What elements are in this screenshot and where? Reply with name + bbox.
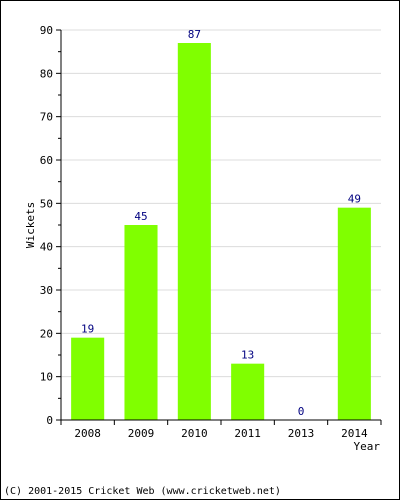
y-tick-label-30: 30 bbox=[40, 284, 53, 297]
x-tick-label-2013: 2013 bbox=[288, 427, 315, 440]
copyright-footer: (C) 2001-2015 Cricket Web (www.cricketwe… bbox=[4, 486, 281, 497]
data-labels: 19 45 87 13 0 49 bbox=[81, 28, 361, 418]
y-tick-label-40: 40 bbox=[40, 241, 53, 254]
x-tick-label-2008: 2008 bbox=[74, 427, 101, 440]
x-axis-ticks: 2008 2009 2010 2011 2013 2014 bbox=[60, 420, 382, 440]
y-tick-label-10: 10 bbox=[40, 371, 53, 384]
y-tick-label-80: 80 bbox=[40, 67, 53, 80]
x-axis-title: Year bbox=[354, 440, 381, 453]
y-tick-label-90: 90 bbox=[40, 24, 53, 37]
y-tick-label-20: 20 bbox=[40, 327, 53, 340]
y-tick-label-70: 70 bbox=[40, 111, 53, 124]
y-axis-title: Wickets bbox=[24, 202, 37, 248]
bar-2011 bbox=[231, 363, 265, 420]
gridlines bbox=[61, 29, 381, 378]
data-label-2008: 19 bbox=[81, 323, 94, 336]
bars bbox=[71, 43, 371, 420]
data-label-2011: 13 bbox=[241, 349, 254, 362]
bar-2014 bbox=[337, 207, 371, 420]
y-tick-label-0: 0 bbox=[46, 414, 53, 427]
data-label-2013: 0 bbox=[298, 405, 305, 418]
data-label-2014: 49 bbox=[348, 193, 361, 206]
bar-2008 bbox=[71, 337, 105, 420]
x-tick-label-2009: 2009 bbox=[128, 427, 155, 440]
y-tick-label-50: 50 bbox=[40, 197, 53, 210]
x-tick-label-2011: 2011 bbox=[234, 427, 261, 440]
y-tick-label-60: 60 bbox=[40, 154, 53, 167]
bar-2009 bbox=[124, 225, 158, 420]
x-tick-label-2010: 2010 bbox=[181, 427, 208, 440]
data-label-2010: 87 bbox=[188, 28, 201, 41]
y-axis-ticks: 0 10 20 30 40 50 60 70 80 90 bbox=[40, 24, 61, 427]
data-label-2009: 45 bbox=[134, 210, 147, 223]
bar-2010 bbox=[177, 43, 211, 420]
x-tick-label-2014: 2014 bbox=[341, 427, 368, 440]
